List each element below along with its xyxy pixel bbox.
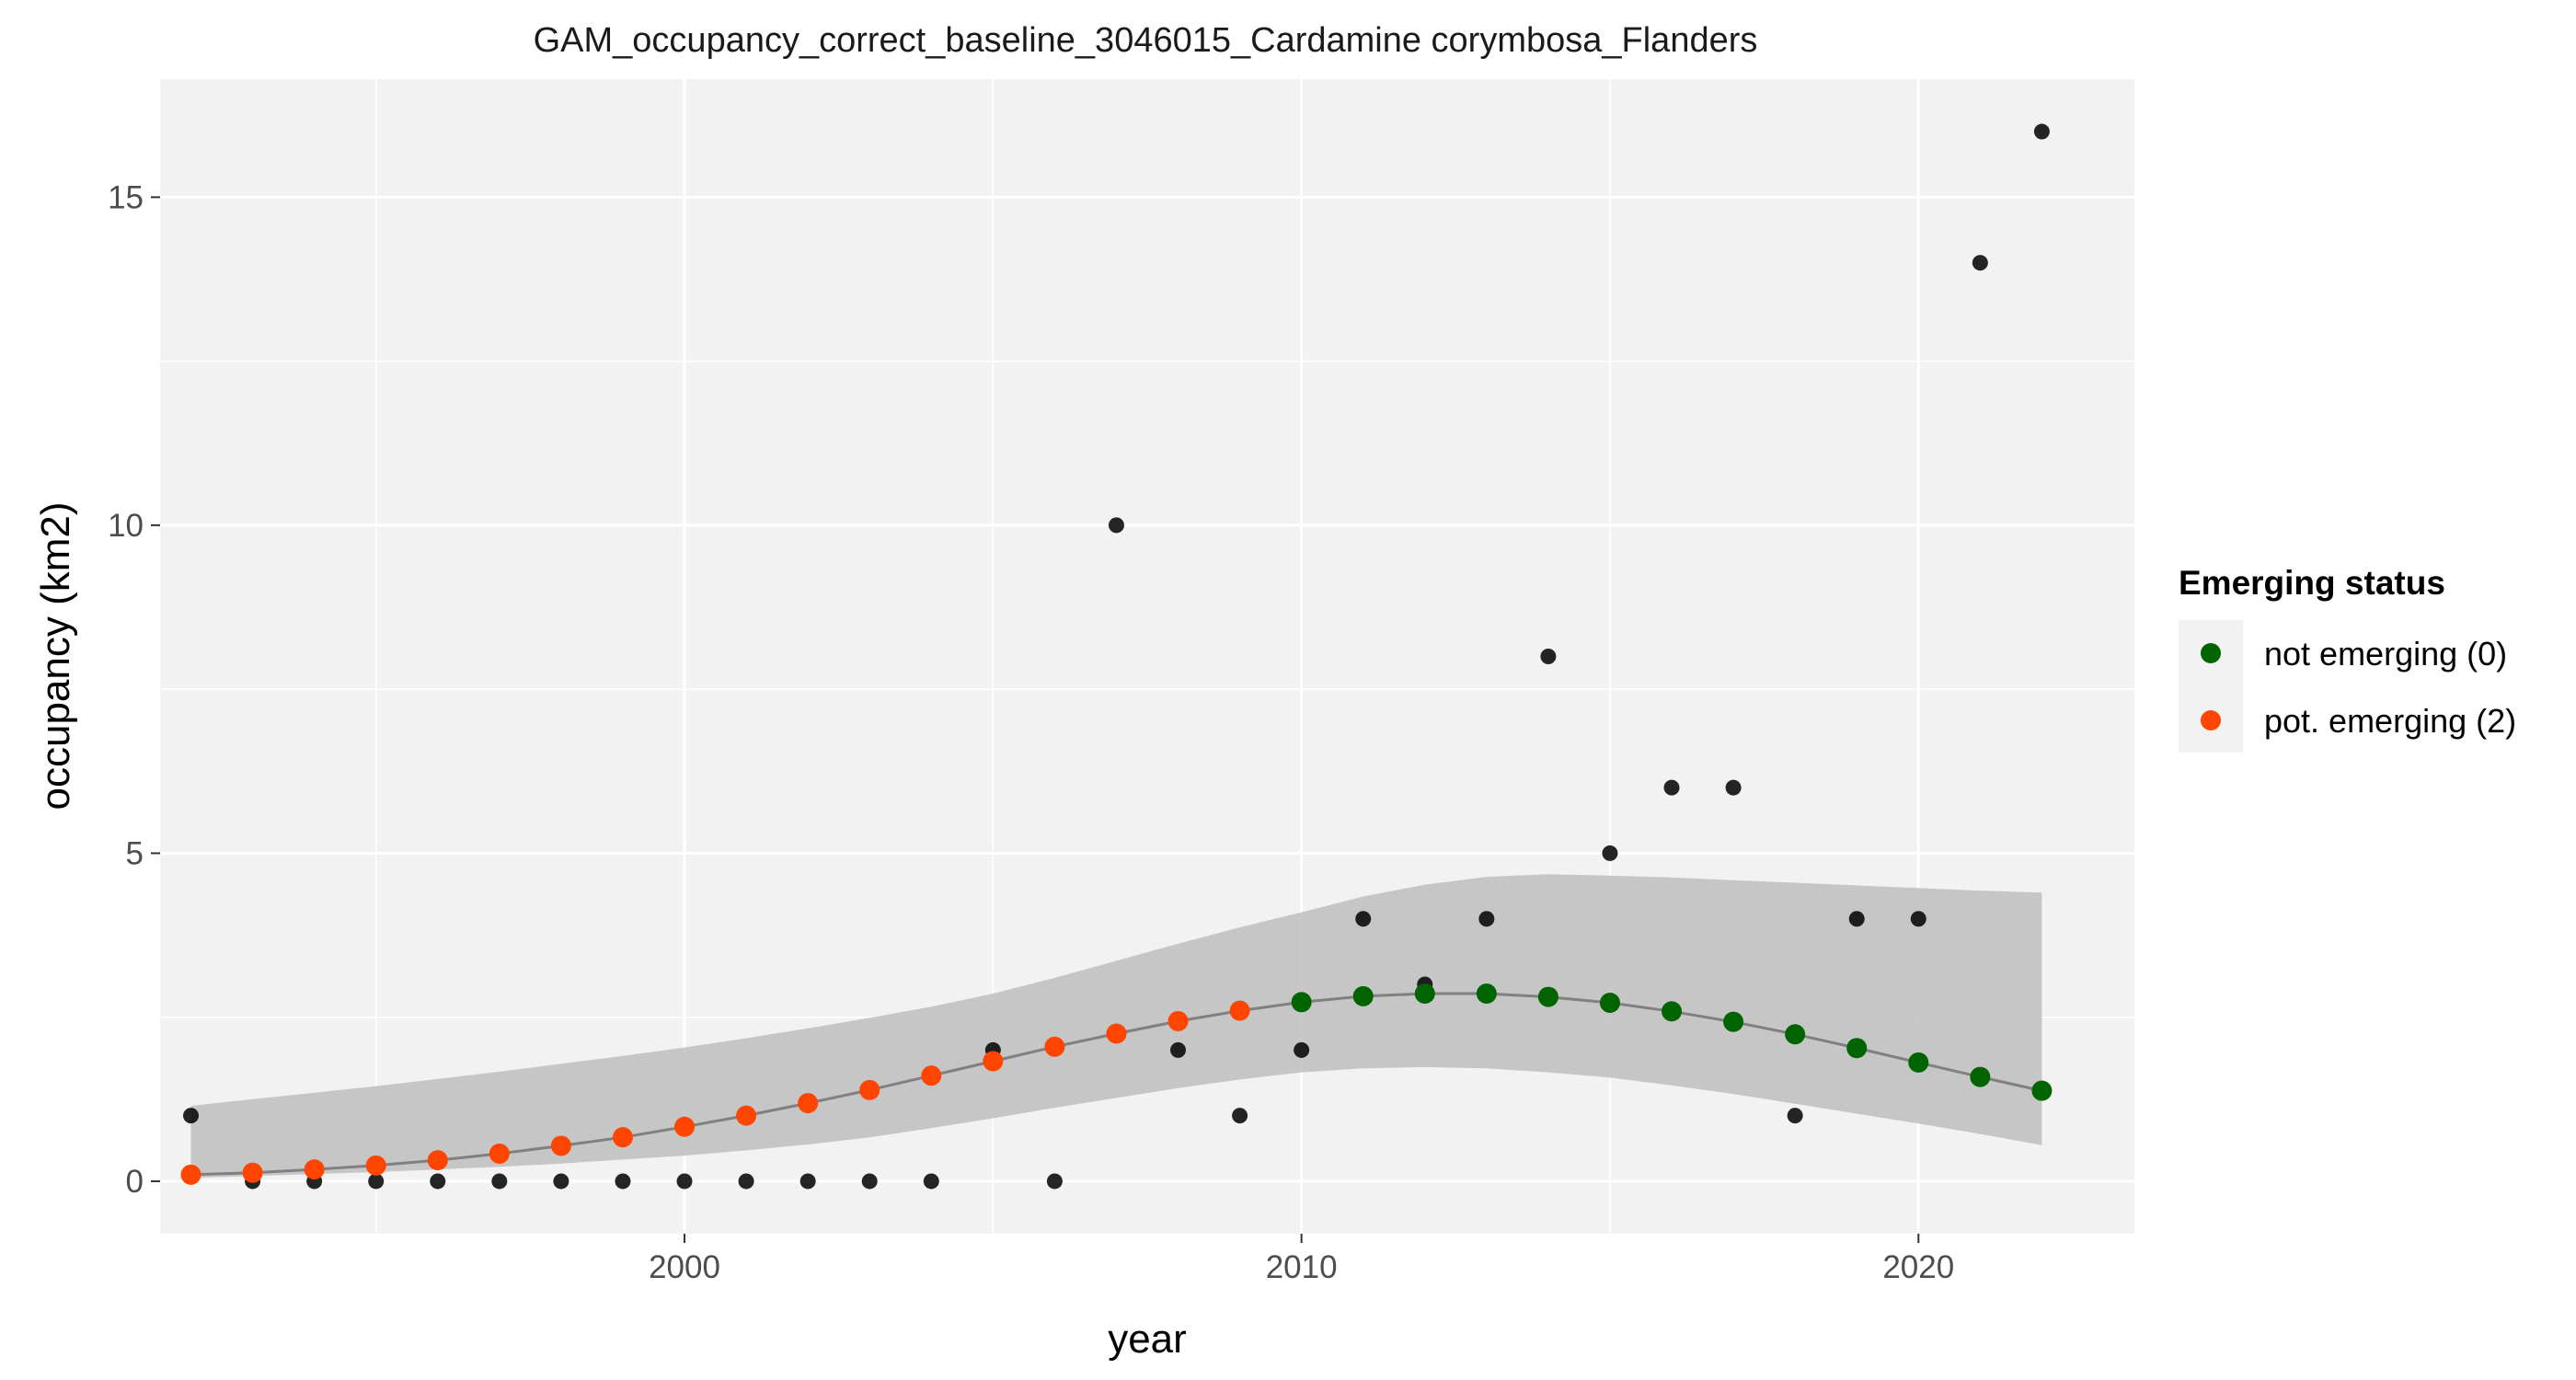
observed-point (615, 1173, 630, 1189)
fit-point-not-emerging (1292, 992, 1312, 1012)
legend-label-pot-emerging: pot. emerging (2) (2264, 702, 2516, 740)
observed-point (1294, 1042, 1309, 1058)
observed-point (368, 1173, 384, 1189)
observed-point (1109, 517, 1124, 533)
observed-point (862, 1173, 878, 1189)
y-tick-label: 10 (108, 508, 144, 544)
fit-point-pot-emerging (181, 1165, 201, 1185)
fit-point-not-emerging (1785, 1024, 1805, 1044)
y-tick-label: 15 (108, 179, 144, 215)
fit-point-pot-emerging (1044, 1037, 1064, 1057)
observed-point (2034, 124, 2050, 140)
fit-point-pot-emerging (489, 1144, 510, 1164)
observed-point (553, 1173, 569, 1189)
x-tick-label: 2000 (649, 1249, 720, 1285)
observed-point (183, 1108, 199, 1123)
observed-point (1972, 255, 1988, 270)
fit-point-not-emerging (1600, 993, 1620, 1013)
chart-title: GAM_occupancy_correct_baseline_3046015_C… (534, 21, 1758, 60)
observed-point (1911, 911, 1926, 926)
fit-point-pot-emerging (736, 1106, 756, 1126)
fit-point-pot-emerging (613, 1127, 633, 1147)
legend-key-pot-emerging (2201, 710, 2221, 730)
fit-point-not-emerging (1415, 983, 1435, 1004)
fit-point-pot-emerging (1168, 1011, 1189, 1031)
fit-point-not-emerging (1908, 1052, 1928, 1073)
legend-title: Emerging status (2179, 564, 2445, 602)
observed-point (1726, 780, 1742, 796)
observed-point (924, 1173, 939, 1189)
observed-point (1232, 1108, 1248, 1123)
x-axis-title: year (1108, 1317, 1187, 1362)
y-axis-title: occupancy (km2) (33, 501, 78, 810)
fit-point-pot-emerging (428, 1150, 448, 1170)
observed-point (800, 1173, 816, 1189)
fit-point-not-emerging (1970, 1067, 1990, 1087)
fit-point-pot-emerging (551, 1135, 571, 1156)
y-tick-label: 0 (126, 1164, 144, 1200)
observed-point (430, 1173, 445, 1189)
legend-key-background (2179, 620, 2243, 753)
observed-point (1478, 911, 1494, 926)
x-axis: 2000 2010 2020 (649, 1234, 1954, 1285)
fit-point-pot-emerging (674, 1117, 695, 1137)
fit-point-pot-emerging (921, 1065, 941, 1086)
fit-point-not-emerging (2031, 1081, 2052, 1101)
observed-point (1602, 845, 1617, 861)
fit-point-pot-emerging (983, 1051, 1003, 1071)
fit-point-pot-emerging (1230, 1001, 1250, 1021)
observed-point (1170, 1042, 1186, 1058)
y-axis: 0 5 10 15 (108, 179, 160, 1200)
fit-point-not-emerging (1723, 1012, 1743, 1032)
fit-point-pot-emerging (366, 1156, 386, 1176)
fit-point-not-emerging (1846, 1038, 1867, 1058)
observed-point (1540, 649, 1556, 664)
observed-point (491, 1173, 507, 1189)
x-tick-label: 2010 (1266, 1249, 1338, 1285)
observed-point (1849, 911, 1865, 926)
fit-point-pot-emerging (1106, 1024, 1126, 1044)
legend-label-not-emerging: not emerging (0) (2264, 635, 2507, 673)
fit-point-not-emerging (1477, 983, 1497, 1004)
fit-point-pot-emerging (859, 1080, 880, 1100)
legend: Emerging status not emerging (0) pot. em… (2179, 564, 2516, 753)
fit-point-not-emerging (1353, 986, 1374, 1006)
x-tick-label: 2020 (1882, 1249, 1954, 1285)
fit-point-pot-emerging (798, 1093, 818, 1113)
observed-point (1788, 1108, 1803, 1123)
y-tick-label: 5 (126, 835, 144, 871)
observed-point (1664, 780, 1680, 796)
observed-point (739, 1173, 754, 1189)
fit-point-pot-emerging (243, 1163, 263, 1183)
fit-point-not-emerging (1538, 987, 1558, 1007)
legend-key-not-emerging (2201, 643, 2221, 663)
observed-point (677, 1173, 693, 1189)
observed-point (1047, 1173, 1063, 1189)
observed-point (1355, 911, 1371, 926)
fit-point-pot-emerging (305, 1159, 325, 1179)
fit-point-not-emerging (1662, 1001, 1682, 1021)
